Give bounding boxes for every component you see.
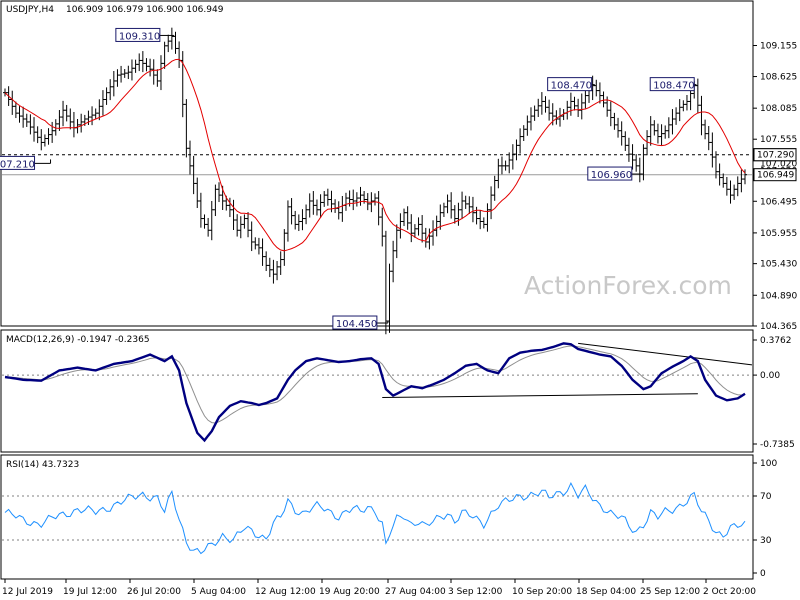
price-annotation-box — [115, 27, 161, 42]
macd-trend-line — [578, 342, 753, 366]
price-axis-label: 105.430 — [760, 260, 797, 270]
time-axis-label: 27 Aug 04:00 — [385, 587, 446, 597]
price-annotation-box — [0, 155, 36, 170]
price-annotation: 108.470 — [649, 77, 697, 92]
macd-trend-lines — [382, 342, 753, 398]
price-bar — [743, 169, 747, 185]
time-axis-label: 5 Aug 04:00 — [191, 587, 246, 597]
macd-line — [4, 342, 746, 443]
moving-average-line — [4, 58, 746, 252]
time-axis-label: 25 Sep 12:00 — [640, 587, 700, 597]
rsi-axis-label: 100 — [760, 459, 777, 469]
time-axis-label: 19 Aug 20:00 — [319, 587, 380, 597]
level-price-tag-label: 106.949 — [757, 171, 794, 181]
price-annotations: 109.310 107.210 104.450 108.470 108.470 106.9… — [0, 27, 697, 330]
time-axis-label: 3 Sep 12:00 — [448, 587, 503, 597]
price-annotation: 109.310 — [115, 27, 175, 42]
price-annotation-label: 104.450 — [336, 319, 377, 330]
macd-axis: 0.3762 0.00 -0.7385 — [753, 336, 795, 450]
price-annotation-box — [587, 166, 633, 181]
macd-panel-frame — [0, 329, 754, 453]
price-annotation-label: 108.470 — [653, 81, 694, 92]
price-axis-label: 108.625 — [760, 73, 797, 83]
macd-trend-line — [382, 393, 698, 398]
level-price-tag-label: 107.290 — [757, 151, 794, 161]
macd-axis-label: 0.3762 — [760, 336, 792, 346]
watermark: ActionForex.com — [524, 271, 732, 300]
level-price-tag — [753, 148, 797, 162]
price-axis-label: 105.955 — [760, 229, 797, 239]
price-annotation: 107.210 — [0, 155, 52, 170]
level-price-tag — [753, 168, 797, 182]
time-axis-label: 18 Sep 04:00 — [576, 587, 636, 597]
price-annotation-box — [649, 77, 695, 92]
price-axis-label: 104.365 — [760, 322, 797, 332]
price-axis-label: 109.155 — [760, 42, 797, 52]
price-annotation-label: 107.210 — [0, 159, 35, 170]
time-axis-label: 12 Jul 2019 — [2, 587, 53, 597]
rsi-axis-label: 70 — [760, 492, 772, 502]
price-annotation-label: 109.310 — [119, 31, 160, 42]
price-annotation-box — [547, 77, 593, 92]
overlapped-axis-label: 107.020 — [760, 160, 797, 170]
price-axis-label: 107.555 — [760, 135, 797, 145]
price-symbol-label: USDJPY,H4 — [6, 5, 54, 15]
price-ohlc-readout: 106.909 106.979 106.900 106.949 — [66, 5, 224, 15]
macd-axis-label: 0.00 — [760, 371, 780, 381]
price-axis-label: 106.495 — [760, 197, 797, 207]
price-bars — [3, 27, 747, 335]
rsi-axis: 100 70 30 0 — [753, 459, 777, 579]
rsi-axis-label: 0 — [760, 569, 766, 579]
time-axis-label: 26 Jul 20:00 — [127, 587, 181, 597]
price-annotation-label: 106.960 — [591, 170, 632, 181]
price-annotation: 104.450 — [332, 315, 389, 330]
time-axis-label: 2 Oct 20:00 — [703, 587, 756, 597]
price-annotation-box — [332, 315, 378, 330]
price-annotation-label: 108.470 — [551, 81, 592, 92]
time-axis-label: 10 Sep 20:00 — [512, 587, 572, 597]
macd-axis-label: -0.7385 — [760, 440, 795, 450]
rsi-line — [4, 481, 746, 555]
time-axis-label: 12 Aug 12:00 — [255, 587, 316, 597]
macd-title: MACD(12,26,9) -0.1947 -0.2365 — [6, 335, 150, 345]
rsi-axis-label: 30 — [760, 536, 772, 546]
time-axis: 12 Jul 2019 19 Jul 12:00 26 Jul 20:00 5 Aug… — [2, 579, 756, 597]
time-axis-label: 19 Jul 12:00 — [63, 587, 117, 597]
price-annotation: 108.470 — [547, 77, 596, 92]
price-annotation: 106.960 — [587, 166, 642, 181]
price-axis-label: 108.085 — [760, 104, 797, 114]
price-axis-label: 104.890 — [760, 291, 797, 301]
rsi-panel-frame — [0, 454, 754, 580]
rsi-title: RSI(14) 43.7323 — [6, 460, 79, 470]
